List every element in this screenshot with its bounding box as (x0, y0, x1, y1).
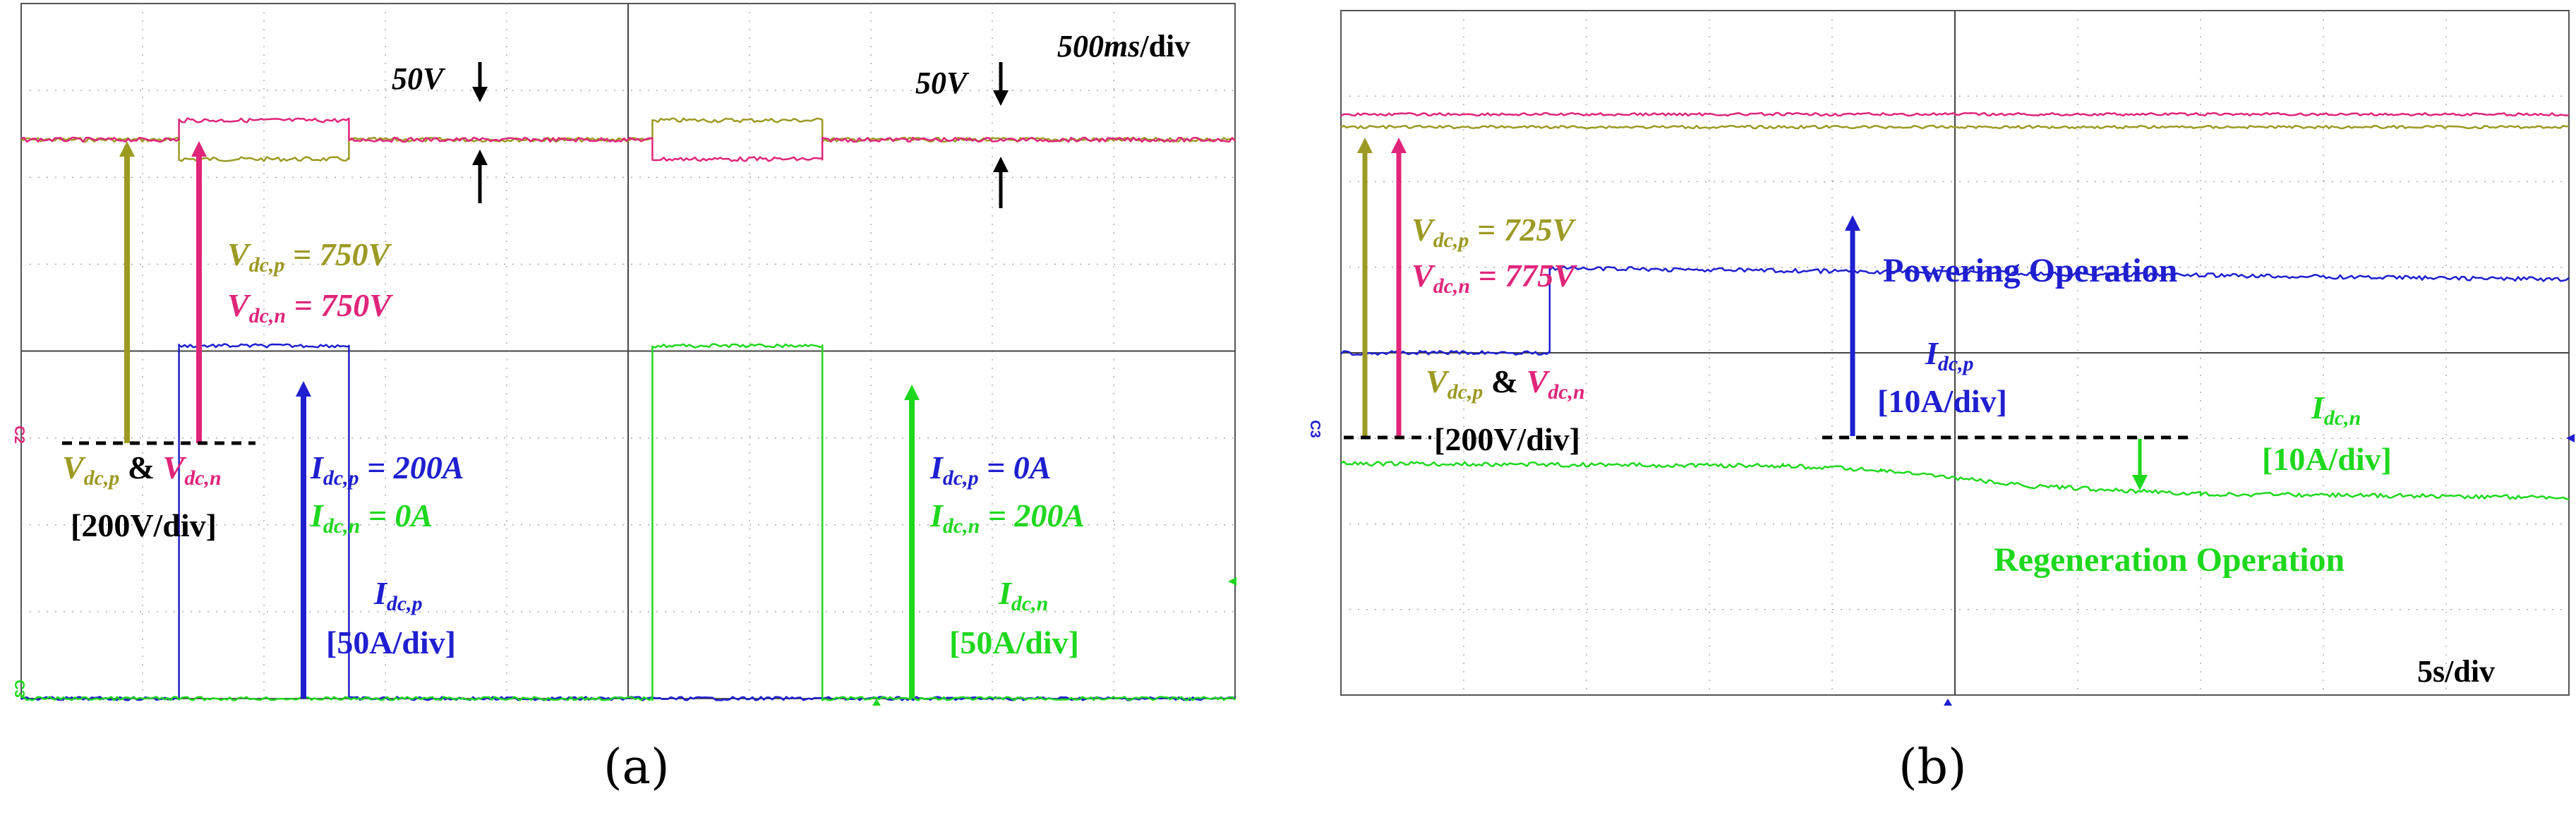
panel-a-trace-vdcp (20, 117, 1236, 162)
vdcp-arrow-b-head (1357, 138, 1373, 153)
idcp-arrow-b-head (1845, 215, 1860, 231)
step-arrow-top-1-head (472, 87, 488, 102)
powering-operation-label: Powering Operation (1883, 252, 2178, 289)
idcn-arrow-a-head (904, 385, 920, 400)
panel-a: 500ms/div 50V 50V Vdc,p = 750V Vdc,n = 7… (0, 0, 1242, 795)
idcn-scale-div-b: [10A/div] (2262, 441, 2392, 477)
regeneration-operation-label: Regeneration Operation (1994, 541, 2345, 579)
trigger-marker-a (872, 699, 881, 706)
panel-b-trace-idcp (1340, 265, 2570, 356)
channel-marker-right-a (1228, 577, 1236, 586)
panel-a-scope (20, 3, 1236, 706)
idcn-scale-name-b: Idc,n (2311, 390, 2361, 430)
panel-b-trace-idcn (1340, 460, 2570, 500)
panel-b-trace-vdcn (1340, 111, 2570, 117)
step-arrow-top-2-head (993, 90, 1009, 106)
panel-b-caption: (b) (1898, 739, 1967, 795)
idcn-scale-name-a: Idc,n (999, 575, 1049, 615)
step-arrow-bottom-2-head (993, 157, 1009, 172)
channel-c3-label-b: C3 (1306, 420, 1323, 438)
channel-c2-label: C2 (11, 425, 27, 444)
step-arrow-bottom-1-head (472, 150, 488, 165)
channel-marker-right-b (2566, 434, 2575, 442)
second-step-idcp: Idc,p = 0A (930, 449, 1052, 490)
idcp-scale-name-a: Idc,p (374, 575, 423, 615)
idcn-scale-div-a: [50A/div] (949, 624, 1079, 660)
trigger-marker-b (1944, 699, 1952, 706)
vdcn-arrow-a-head (191, 141, 207, 157)
step-label-2: 50V (915, 66, 968, 100)
idcp-scale-div-a: [50A/div] (326, 624, 456, 660)
panel-b-scope (1340, 10, 2575, 706)
panel-b: 5s/div Vdc,p = 725V Vdc,n = 775V Vdc,p &… (1307, 0, 2576, 795)
voltage-scale-label-b: Vdc,p & Vdc,n (1426, 363, 1585, 404)
voltage-div-label-b: [200V/div] (1434, 421, 1580, 457)
first-step-idcn: Idc,n = 0A (311, 497, 433, 538)
panel-a-caption: (a) (603, 739, 670, 795)
panel-a-timebase: 500ms/div (1057, 29, 1191, 64)
panel-b-trace-vdcp (1340, 124, 2570, 130)
second-step-idcn: Idc,n = 200A (930, 497, 1085, 538)
idcp-scale-div-b: [10A/div] (1877, 383, 2007, 419)
idcn-arrow-b-head (2132, 475, 2148, 490)
vdcn-arrow-b-head (1391, 138, 1407, 153)
voltage-div-label: [200V/div] (71, 507, 217, 543)
vdcp-value-label-b: Vdc,p = 725V (1412, 212, 1575, 252)
channel-c3-label-a: C3 (11, 680, 27, 698)
idcp-scale-name-b: Idc,p (1925, 335, 1974, 375)
panel-a-trace-vdcn (20, 117, 1236, 162)
vdcp-arrow-a-head (119, 141, 135, 157)
first-step-idcp: Idc,p = 200A (311, 449, 464, 490)
step-label-1: 50V (392, 61, 444, 96)
panel-b-timebase: 5s/div (2417, 654, 2496, 689)
vdcp-value-label: Vdc,p = 750V (227, 236, 390, 277)
panel-a-trace-idcn (20, 343, 1236, 701)
vdcn-value-label: Vdc,n = 750V (227, 287, 391, 327)
vdcn-value-label-b: Vdc,n = 775V (1412, 258, 1575, 298)
idcp-arrow-a-head (296, 381, 311, 397)
voltage-scale-label: Vdc,p & Vdc,n (62, 449, 222, 490)
